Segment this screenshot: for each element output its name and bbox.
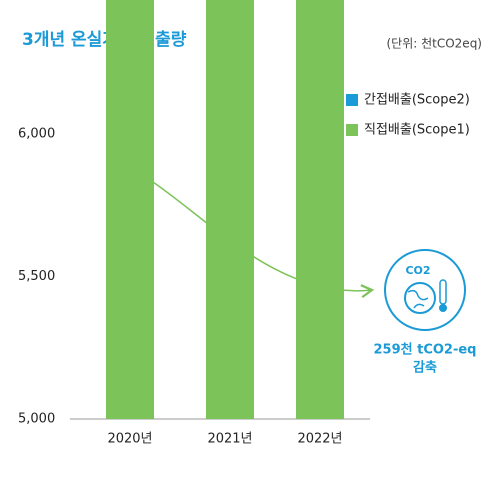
legend-swatch <box>346 94 358 106</box>
y-tick-label: 5,000 <box>18 412 55 427</box>
y-tick-label: 6,000 <box>18 127 55 142</box>
annotation: 감축 <box>413 360 437 376</box>
x-tick-label: 2020년 <box>107 432 152 447</box>
unit-label: (단위: 천tCO2eq) <box>386 36 482 51</box>
bar-segment <box>206 0 254 419</box>
annotation: 259천 tCO2-eq <box>374 343 477 358</box>
chart-title: 3개년 온실가스 배출량 <box>22 30 187 50</box>
plot: 5,0005,5006,000간접배출(Scope2)직접배출(Scope1)5… <box>18 0 470 447</box>
icon-text: CO2 <box>405 264 430 277</box>
legend-label: 직접배출(Scope1) <box>364 123 470 138</box>
y-tick-label: 5,500 <box>18 269 55 284</box>
x-tick-label: 2021년 <box>207 432 252 447</box>
reduction-arrow <box>149 179 375 299</box>
bar-segment <box>106 0 154 419</box>
legend-label: 간접배출(Scope2) <box>364 93 470 108</box>
bar-segment <box>296 0 344 419</box>
co2-icon: CO2 <box>384 249 466 331</box>
x-tick-label: 2022년 <box>297 432 342 447</box>
legend-swatch <box>346 124 358 136</box>
